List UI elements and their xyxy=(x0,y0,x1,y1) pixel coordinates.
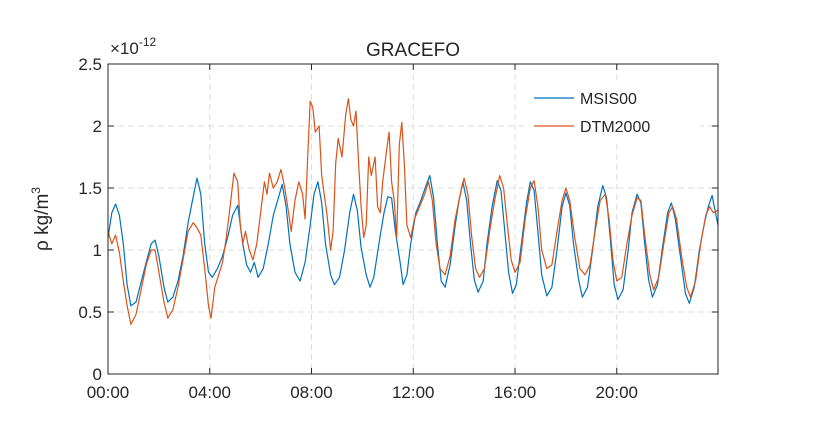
legend-label-dtm2000: DTM2000 xyxy=(580,119,650,136)
x-tick-label: 00:00 xyxy=(87,383,130,402)
y-tick-label: 1 xyxy=(93,241,102,260)
series-line-msis00 xyxy=(107,175,719,307)
y-tick-label: 0 xyxy=(93,365,102,384)
y-axis-label-main: ρ kg/m xyxy=(32,194,53,251)
x-tick-label: 16:00 xyxy=(494,383,537,402)
series-lines xyxy=(107,98,719,325)
x-tick-label: 20:00 xyxy=(595,383,638,402)
y-axis-label-sup: 3 xyxy=(29,187,43,194)
tick-marks xyxy=(107,63,718,375)
y-tick-label: 1.5 xyxy=(78,179,102,198)
y-tick-label: 2 xyxy=(93,117,102,136)
series-line-dtm2000 xyxy=(107,98,719,325)
legend-box xyxy=(528,84,700,144)
x-tick-label: 04:00 xyxy=(188,383,231,402)
x-tick-label: 08:00 xyxy=(290,383,333,402)
y-axis-exponent: ×10-12 xyxy=(110,35,157,58)
y-tick-label: 2.5 xyxy=(78,55,102,74)
y-exponent-power: -12 xyxy=(139,35,157,49)
y-axis-label: ρ kg/m3 xyxy=(29,187,53,251)
tick-labels: 00:00 04:00 08:00 12:00 16:00 20:00 0 0.5 1 1.5 2 2… xyxy=(78,55,638,402)
chart-title: GRACEFO xyxy=(366,40,460,61)
legend-label-msis00: MSIS00 xyxy=(580,91,637,108)
x-tick-label: 12:00 xyxy=(392,383,435,402)
y-tick-label: 0.5 xyxy=(78,303,102,322)
chart-legend: MSIS00 DTM2000 xyxy=(528,84,700,144)
y-exponent-base: ×10 xyxy=(110,39,139,58)
